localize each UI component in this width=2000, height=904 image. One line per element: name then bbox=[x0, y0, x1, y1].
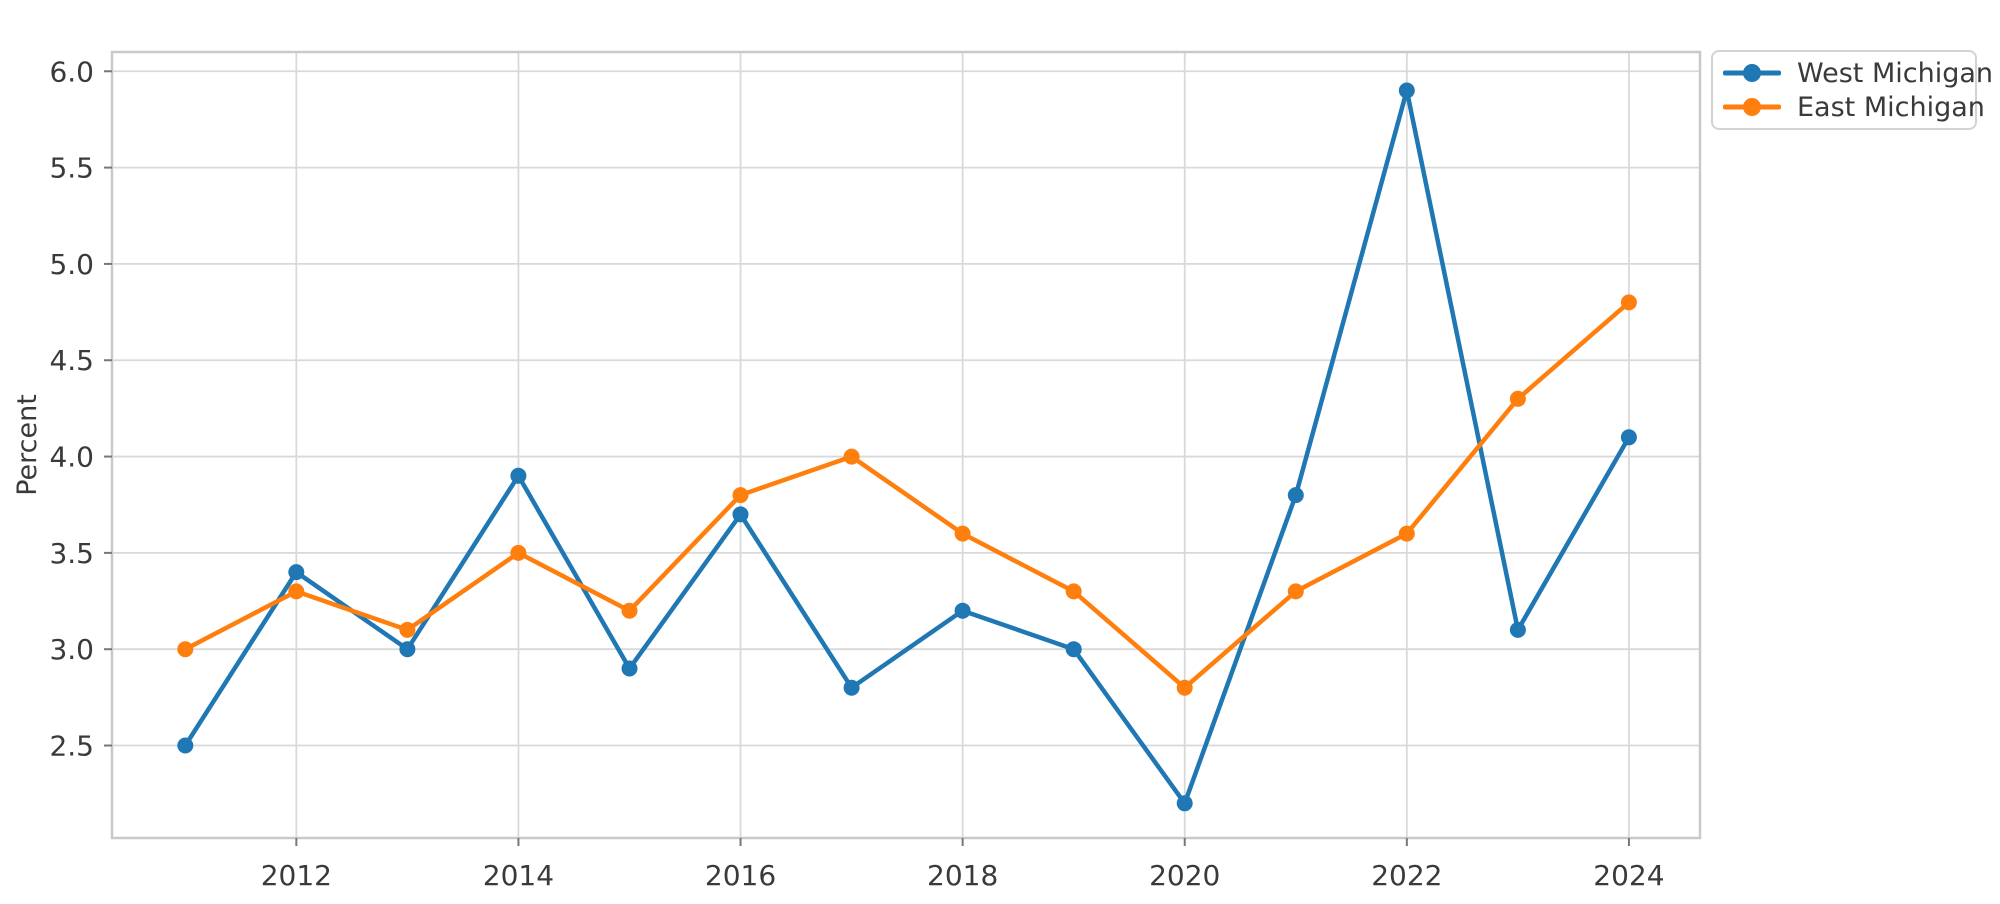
data-point-east-michigan bbox=[1176, 679, 1193, 696]
data-point-east-michigan bbox=[399, 621, 416, 638]
x-tick-label: 2022 bbox=[1371, 859, 1442, 892]
x-tick-label: 2014 bbox=[483, 859, 554, 892]
data-point-east-michigan bbox=[510, 544, 527, 561]
data-point-west-michigan bbox=[1287, 487, 1304, 504]
data-point-west-michigan bbox=[177, 737, 194, 754]
x-tick-label: 2018 bbox=[927, 859, 998, 892]
legend: West Michigan East Michigan bbox=[1711, 50, 1993, 130]
data-point-east-michigan bbox=[1065, 583, 1082, 600]
legend-item-east-michigan: East Michigan bbox=[1723, 90, 1985, 124]
legend-dot-icon bbox=[1743, 64, 1761, 82]
data-point-east-michigan bbox=[177, 641, 194, 658]
y-tick-label: 3.5 bbox=[49, 537, 94, 570]
y-tick-label: 4.0 bbox=[49, 441, 94, 474]
data-point-east-michigan bbox=[954, 525, 971, 542]
legend-line-marker-sample bbox=[1723, 96, 1781, 118]
legend-label: East Michigan bbox=[1797, 91, 1985, 123]
legend-line-marker-sample bbox=[1723, 62, 1781, 84]
legend-dot-icon bbox=[1743, 98, 1761, 116]
data-point-west-michigan bbox=[843, 679, 860, 696]
data-point-east-michigan bbox=[732, 487, 749, 504]
data-point-west-michigan bbox=[1398, 82, 1415, 99]
data-point-east-michigan bbox=[843, 448, 860, 465]
plot-frame bbox=[110, 50, 1702, 840]
y-tick-label: 5.0 bbox=[49, 248, 94, 281]
data-point-east-michigan bbox=[1287, 583, 1304, 600]
data-point-west-michigan bbox=[510, 467, 527, 484]
data-point-west-michigan bbox=[954, 602, 971, 619]
data-point-east-michigan bbox=[1509, 390, 1526, 407]
data-point-west-michigan bbox=[621, 660, 638, 677]
data-point-east-michigan bbox=[288, 583, 305, 600]
series-line-east-michigan bbox=[183, 300, 1632, 690]
x-tick-label: 2012 bbox=[261, 859, 332, 892]
data-point-west-michigan bbox=[1176, 795, 1193, 812]
data-point-west-michigan bbox=[288, 564, 305, 581]
x-tick-label: 2024 bbox=[1593, 859, 1664, 892]
y-tick-label: 6.0 bbox=[49, 55, 94, 88]
legend-label: West Michigan bbox=[1797, 57, 1994, 89]
data-point-west-michigan bbox=[399, 641, 416, 658]
data-point-east-michigan bbox=[621, 602, 638, 619]
x-tick-label: 2020 bbox=[1149, 859, 1220, 892]
data-point-west-michigan bbox=[1620, 429, 1637, 446]
y-tick-label: 5.5 bbox=[49, 152, 94, 185]
y-tick-label: 4.5 bbox=[49, 344, 94, 377]
data-point-west-michigan bbox=[732, 506, 749, 523]
data-point-east-michigan bbox=[1398, 525, 1415, 542]
y-tick-label: 2.5 bbox=[49, 730, 94, 763]
legend-item-west-michigan: West Michigan bbox=[1723, 56, 1993, 90]
data-point-west-michigan bbox=[1509, 621, 1526, 638]
y-axis-label: Percent bbox=[12, 394, 43, 496]
y-tick-label: 3.0 bbox=[49, 633, 94, 666]
series-line-west-michigan bbox=[183, 88, 1632, 806]
x-tick-label: 2016 bbox=[705, 859, 776, 892]
data-point-west-michigan bbox=[1065, 641, 1082, 658]
data-point-east-michigan bbox=[1620, 294, 1637, 311]
